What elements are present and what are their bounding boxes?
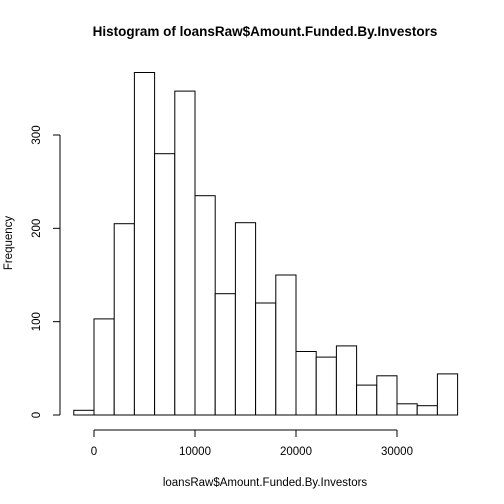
histogram-bar: [295, 351, 317, 416]
x-axis-label: loansRaw$Amount.Funded.By.Investors: [163, 477, 368, 489]
histogram-bar: [214, 293, 236, 416]
y-tick-label: 0: [31, 412, 43, 418]
histogram-bar: [73, 409, 95, 416]
histogram-bar: [255, 302, 277, 416]
histogram-bar: [416, 405, 438, 416]
histogram-bar: [113, 223, 135, 416]
histogram-bar: [93, 318, 115, 416]
histogram-bar: [396, 403, 418, 416]
y-tick-label: 200: [31, 219, 43, 238]
histogram-bar: [133, 72, 156, 416]
x-tick-label: 20000: [280, 446, 312, 458]
y-tick-label: 300: [31, 125, 43, 144]
histogram-bar: [356, 384, 378, 416]
histogram-bar: [376, 375, 398, 416]
y-axis: 0 100 200 300: [31, 125, 61, 418]
x-tick-label: 30000: [381, 446, 413, 458]
histogram-bar: [174, 90, 196, 416]
histogram-bar: [315, 356, 337, 416]
histogram-bar: [335, 345, 358, 416]
chart-title: Histogram of loansRaw$Amount.Funded.By.I…: [93, 24, 438, 39]
y-tick-label: 100: [31, 312, 43, 331]
x-tick-label: 0: [91, 446, 97, 458]
x-axis: 0 10000 20000 30000: [91, 429, 413, 458]
x-tick-label: 10000: [179, 446, 211, 458]
histogram-bar: [436, 373, 459, 416]
bars-group: [73, 72, 459, 416]
histogram-bar: [154, 153, 176, 416]
y-axis-label: Frequency: [3, 216, 15, 271]
histogram-bar: [275, 274, 297, 416]
histogram-bar: [234, 222, 257, 416]
histogram-bar: [194, 195, 216, 416]
